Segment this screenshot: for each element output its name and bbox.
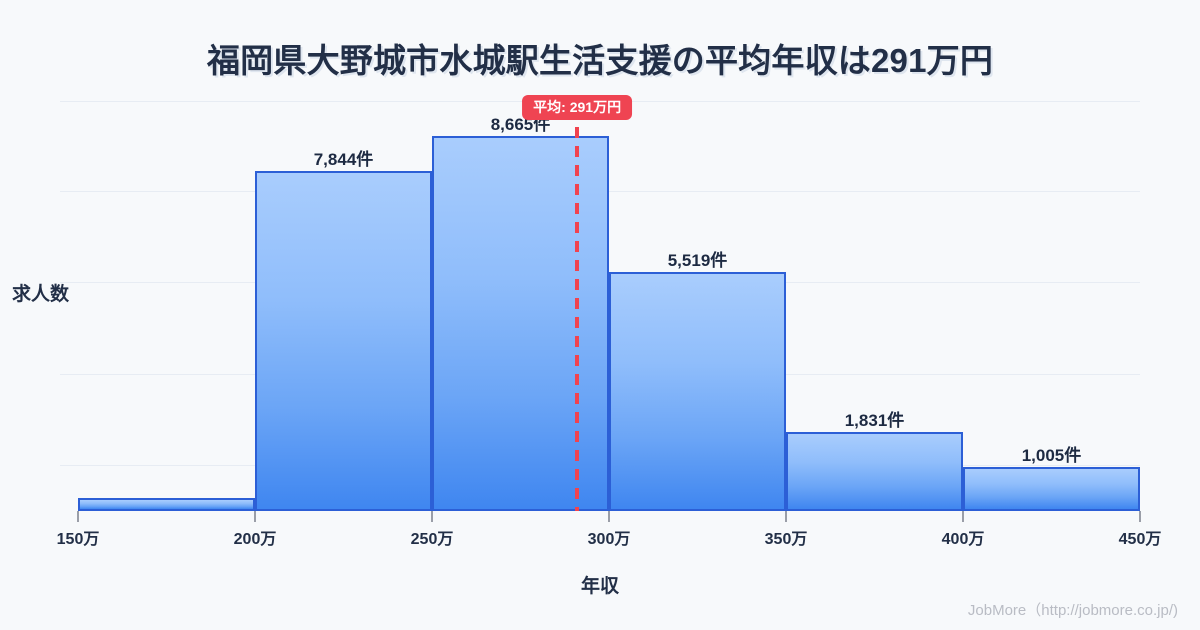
chart-title: 福岡県大野城市水城駅生活支援の平均年収は291万円 — [206, 42, 994, 79]
x-tick-label: 400万 — [941, 531, 985, 548]
x-axis-ticks: 150万 200万 250万 300万 350万 400万 450万 — [57, 511, 1161, 551]
x-tick-label: 350万 — [764, 531, 808, 548]
x-tick-mark — [785, 511, 787, 522]
bar-value-label: 5,519件 — [667, 250, 728, 270]
x-tick-mark — [608, 511, 610, 522]
x-tick-mark — [431, 511, 433, 522]
x-tick-mark — [77, 511, 79, 522]
histogram-bar[interactable] — [255, 171, 432, 511]
average-badge: 平均: 291万円 — [522, 95, 633, 120]
histogram-bar[interactable] — [962, 467, 1140, 511]
x-tick-mark — [962, 511, 964, 522]
x-axis-title: 年収 — [580, 576, 619, 597]
axis-baseline — [78, 509, 1140, 511]
x-tick-label: 450万 — [1118, 531, 1162, 548]
histogram-bar[interactable] — [431, 135, 609, 511]
y-axis-title: 求人数 — [12, 284, 70, 305]
bar-value-label: 1,831件 — [844, 410, 905, 430]
bar-value-label: 1,005件 — [1021, 446, 1082, 466]
x-tick-mark — [1139, 511, 1141, 522]
x-tick-label: 150万 — [56, 531, 100, 548]
average-line — [575, 127, 580, 511]
x-tick-label: 300万 — [587, 531, 631, 548]
histogram-bar[interactable] — [786, 431, 963, 511]
histogram-bar[interactable] — [609, 271, 786, 511]
x-tick-mark — [254, 511, 256, 522]
x-tick-label: 250万 — [410, 531, 454, 548]
footer-watermark: JobMore（http://jobmore.co.jp/) — [967, 602, 1178, 619]
bar-value-label: 7,844件 — [313, 150, 374, 170]
plot-area: 7,844件 8,665件 5,519件 1,831件 1,005件 平均: 291万円 — [60, 95, 1140, 511]
x-tick-label: 200万 — [233, 531, 277, 548]
